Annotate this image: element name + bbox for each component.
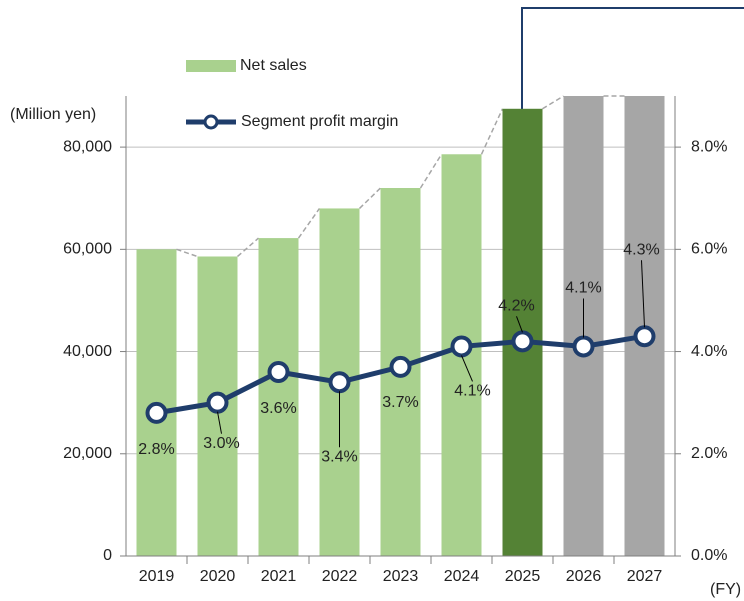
data-label: 3.6% [260,400,296,417]
connector [480,108,504,155]
line-marker [450,335,473,358]
line-marker [633,325,656,348]
x-tick-label: 2019 [139,568,175,585]
line-marker [511,330,534,353]
line-marker [572,335,595,358]
y-axis-label: (Million yen) [10,106,96,123]
leader-line [516,316,523,333]
data-label: 2.8% [138,441,174,458]
x-tick-label: 2024 [444,568,480,585]
connector [419,153,443,189]
connector [542,95,564,110]
legend-swatch [186,60,236,72]
x-tick-label: 2027 [627,568,663,585]
data-label: 4.2% [498,298,534,315]
data-label: 4.3% [623,241,659,258]
legend-label: Segment profit margin [241,113,398,130]
x-tick-label: 2020 [200,568,236,585]
line-marker [145,401,168,424]
line-marker [206,391,229,414]
y2-tick-label: 0.0% [691,547,727,564]
data-label: 4.1% [565,280,601,297]
y-tick-label: 20,000 [63,445,112,462]
legend-label: Net sales [240,57,307,74]
data-label: 3.4% [321,448,357,465]
line-marker [267,361,290,383]
y2-tick-label: 2.0% [691,445,727,462]
connector [237,237,259,258]
y-tick-label: 80,000 [63,138,112,155]
leader-line [217,411,222,434]
data-label: 4.1% [454,383,490,400]
y2-tick-label: 4.0% [691,343,727,360]
x-tick-label: 2022 [322,568,358,585]
connector [176,248,198,258]
connector [358,187,382,209]
bar [258,238,299,557]
y2-tick-label: 6.0% [691,241,727,258]
data-label: 3.7% [382,394,418,411]
data-label: 3.0% [203,435,239,452]
legend-marker [203,114,219,130]
connector [297,208,321,239]
x-tick-label: 2025 [505,568,541,585]
leader-line [641,260,645,328]
callout-line [521,7,744,110]
y2-tick-label: 8.0% [691,138,727,155]
x-tick-label: 2023 [383,568,419,585]
x-axis-label: (FY) [710,581,741,598]
y-tick-label: 0 [103,547,112,564]
y-tick-label: 60,000 [63,241,112,258]
leader-line [461,355,473,382]
y-tick-label: 40,000 [63,343,112,360]
line-marker [328,371,351,394]
x-tick-label: 2021 [261,568,297,585]
line-marker [389,355,412,378]
x-tick-label: 2026 [566,568,602,585]
